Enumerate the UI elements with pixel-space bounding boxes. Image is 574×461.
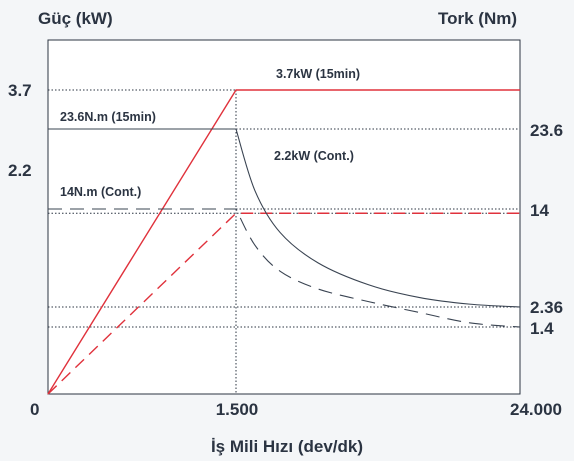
plot-area	[47, 39, 521, 395]
x-tick-0: 0	[30, 400, 39, 419]
annotation-23-6nm: 23.6N.m (15min)	[60, 110, 156, 124]
series-line-0	[47, 89, 520, 395]
annotation-2-2kw: 2.2kW (Cont.)	[274, 149, 354, 163]
right-tick-23-6: 23.6	[530, 121, 563, 140]
x-tick-24000: 24.000	[510, 400, 562, 419]
x-tick-1500: 1.500	[216, 400, 259, 419]
left-tick-3-7: 3.7	[8, 81, 32, 100]
right-tick-14: 14	[530, 201, 549, 220]
series-layer	[47, 89, 521, 395]
annotation-3-7kw: 3.7kW (15min)	[276, 67, 360, 81]
annotation-14nm: 14N.m (Cont.)	[60, 185, 141, 199]
right-tick-1-4: 1.4	[530, 319, 554, 338]
series-line-2	[48, 128, 521, 308]
x-axis-title: İş Mili Hızı (dev/dk)	[211, 437, 363, 456]
right-tick-2-36: 2.36	[530, 298, 563, 317]
left-tick-2-2: 2.2	[8, 161, 32, 180]
right-axis-title: Tork (Nm)	[438, 9, 517, 28]
left-axis-title: Güç (kW)	[38, 9, 113, 28]
series-line-3	[48, 208, 521, 328]
series-line-1	[47, 212, 520, 395]
